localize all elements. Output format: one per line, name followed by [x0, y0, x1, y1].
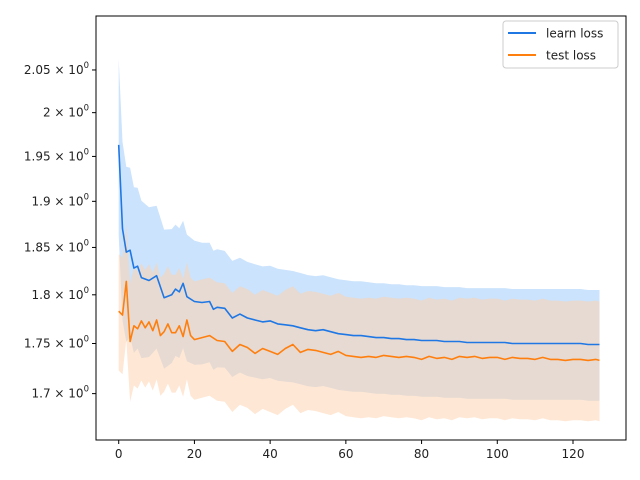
legend-test-loss-label: test loss	[546, 49, 596, 63]
test-loss-band	[118, 225, 600, 422]
y-tick-label: 1.9 × 100	[32, 192, 89, 208]
series-lines	[117, 144, 600, 362]
x-tick-label: 20	[187, 447, 202, 461]
x-tick-label: 100	[486, 447, 509, 461]
y-tick-label: 1.7 × 100	[32, 385, 89, 401]
x-tick-label: 120	[562, 447, 585, 461]
y-tick-label: 1.95 × 100	[24, 147, 89, 163]
test-loss-line	[118, 280, 600, 362]
y-axis: 1.7 × 100 1.75 × 100 1.8 × 100 1.85 × 100 1.…	[24, 61, 96, 401]
x-tick-label: 80	[414, 447, 429, 461]
plot-frame	[95, 15, 627, 441]
confidence-bands	[118, 59, 600, 422]
x-tick-label: 40	[263, 447, 278, 461]
legend: learn loss test loss	[502, 20, 619, 69]
x-axis: 0 20 40 60 80 100 120	[115, 440, 585, 461]
y-tick-label: 1.75 × 100	[24, 335, 89, 351]
learn-loss-line	[117, 144, 600, 346]
x-tick-label: 60	[338, 447, 353, 461]
y-tick-label: 1.85 × 100	[24, 238, 89, 254]
x-tick-label: 0	[115, 447, 123, 461]
legend-learn-loss-label: learn loss	[546, 27, 603, 41]
y-tick-label: 1.8 × 100	[32, 286, 89, 302]
y-tick-label: 2.05 × 100	[24, 61, 89, 77]
y-tick-label: 2 × 100	[43, 104, 89, 120]
